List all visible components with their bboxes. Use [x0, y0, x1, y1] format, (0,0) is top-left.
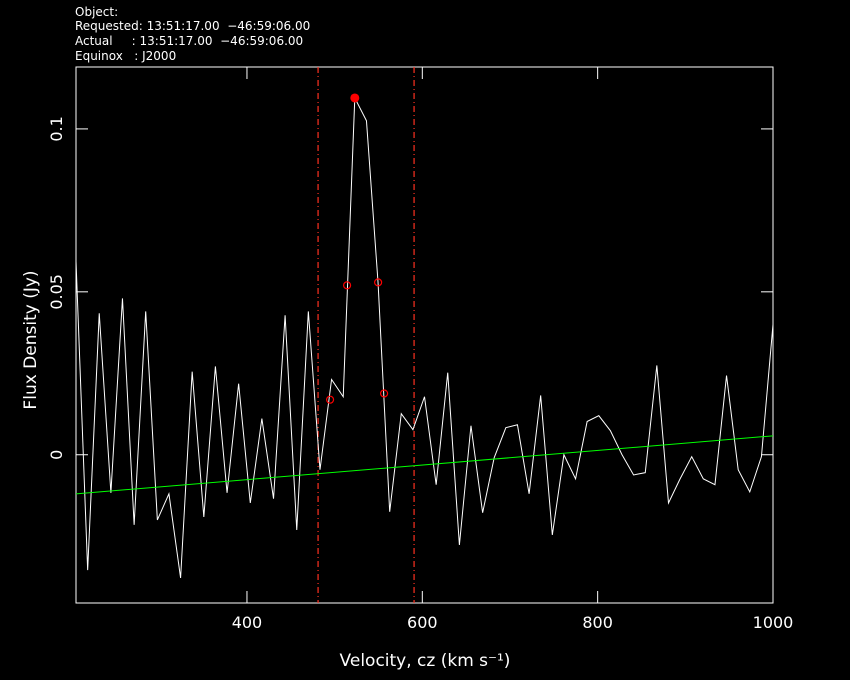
y-axis-label: Flux Density (Jy) [21, 270, 41, 409]
x-tick-label: 800 [582, 613, 613, 632]
baseline-fit [75, 435, 774, 495]
header-line: Actual : 13:51:17.00 −46:59:06.00 [75, 34, 303, 48]
x-axis-label: Velocity, cz (km s⁻¹) [340, 651, 511, 671]
header-line: Equinox : J2000 [75, 49, 176, 63]
x-tick-label: 600 [407, 613, 438, 632]
width-point [325, 395, 335, 404]
header-line: Requested: 13:51:17.00 −46:59:06.00 [75, 19, 310, 33]
x-tick-label: 1000 [753, 613, 794, 632]
y-tick-label: 0.1 [47, 116, 66, 141]
plot-frame [75, 66, 774, 604]
header-line: Object: [75, 5, 118, 19]
y-tick-label: 0 [47, 450, 66, 460]
x-tick-label: 400 [232, 613, 263, 632]
width-point [379, 389, 389, 398]
spectrum-line [75, 96, 774, 578]
width-point [374, 278, 383, 287]
peak-point [350, 93, 360, 103]
y-tick-label: 0.05 [47, 274, 66, 310]
width-point [342, 281, 352, 290]
